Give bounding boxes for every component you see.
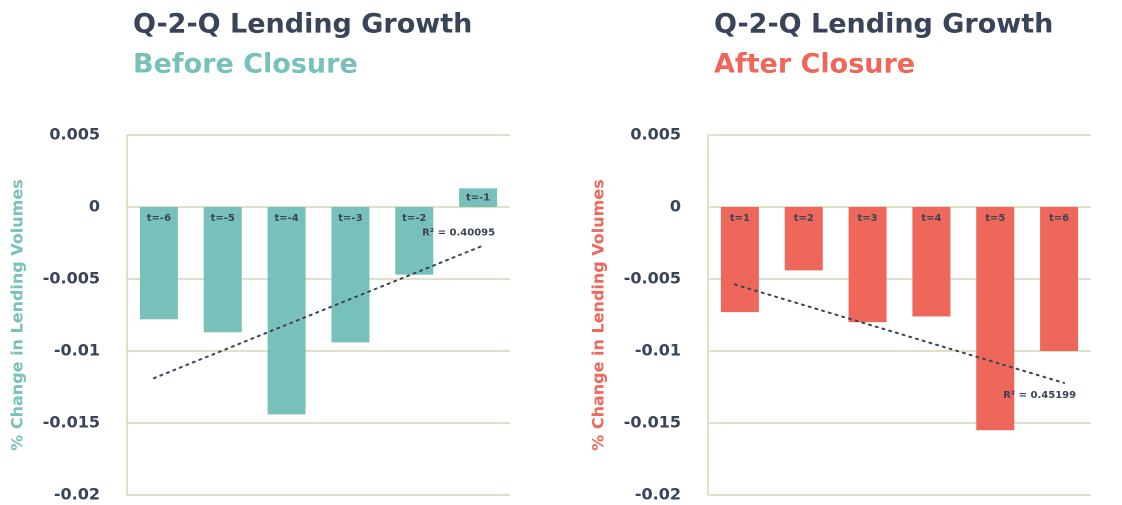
y-tick-label: 0: [89, 197, 100, 216]
bar-label: t=5: [985, 213, 1005, 224]
bar-label: t=-6: [147, 213, 171, 224]
chart-title: Q-2-Q Lending Growth: [133, 9, 472, 40]
y-tick-label: -0.005: [624, 269, 681, 288]
bar-label: t=-2: [402, 213, 426, 224]
y-tick-label: -0.01: [635, 341, 681, 360]
y-tick-label: -0.015: [43, 413, 100, 432]
bar: [331, 207, 370, 343]
bar-label: t=-5: [211, 213, 235, 224]
bar-label: t=6: [1049, 213, 1069, 224]
bar: [267, 207, 306, 415]
bar: [912, 207, 951, 317]
y-tick-label: -0.02: [54, 485, 100, 504]
bar: [720, 207, 759, 313]
bar: [139, 207, 178, 320]
r-squared-annotation: R² = 0.40095: [422, 228, 495, 239]
bar-label: t=1: [730, 213, 750, 224]
bar-label: t=-3: [338, 213, 362, 224]
y-tick-label: 0: [670, 197, 681, 216]
bar-label: t=-1: [466, 192, 490, 203]
chart-subtitle: After Closure: [714, 49, 915, 80]
bar: [848, 207, 887, 323]
bar: [203, 207, 242, 333]
bar-label: t=-4: [274, 213, 298, 224]
y-tick-label: -0.005: [43, 269, 100, 288]
bar: [395, 207, 434, 275]
bar: [976, 207, 1015, 431]
chart-subtitle: Before Closure: [133, 49, 358, 80]
r-squared-annotation: R² = 0.45199: [1003, 390, 1076, 401]
bar: [1040, 207, 1079, 351]
bar: [784, 207, 823, 271]
chart-title: Q-2-Q Lending Growth: [714, 9, 1053, 40]
trendline: [152, 244, 485, 380]
y-tick-label: -0.02: [635, 485, 681, 504]
y-tick-label: 0.005: [49, 125, 100, 144]
y-axis-label: % Change in Lending Volumes: [8, 179, 27, 450]
bar-label: t=3: [858, 213, 878, 224]
y-axis-label: % Change in Lending Volumes: [589, 179, 608, 450]
y-tick-label: -0.01: [54, 341, 100, 360]
y-tick-label: 0.005: [630, 125, 681, 144]
y-tick-label: -0.015: [624, 413, 681, 432]
bar-label: t=2: [794, 213, 814, 224]
trendline: [733, 283, 1066, 384]
bar: [459, 188, 498, 207]
bar-label: t=4: [921, 213, 941, 224]
